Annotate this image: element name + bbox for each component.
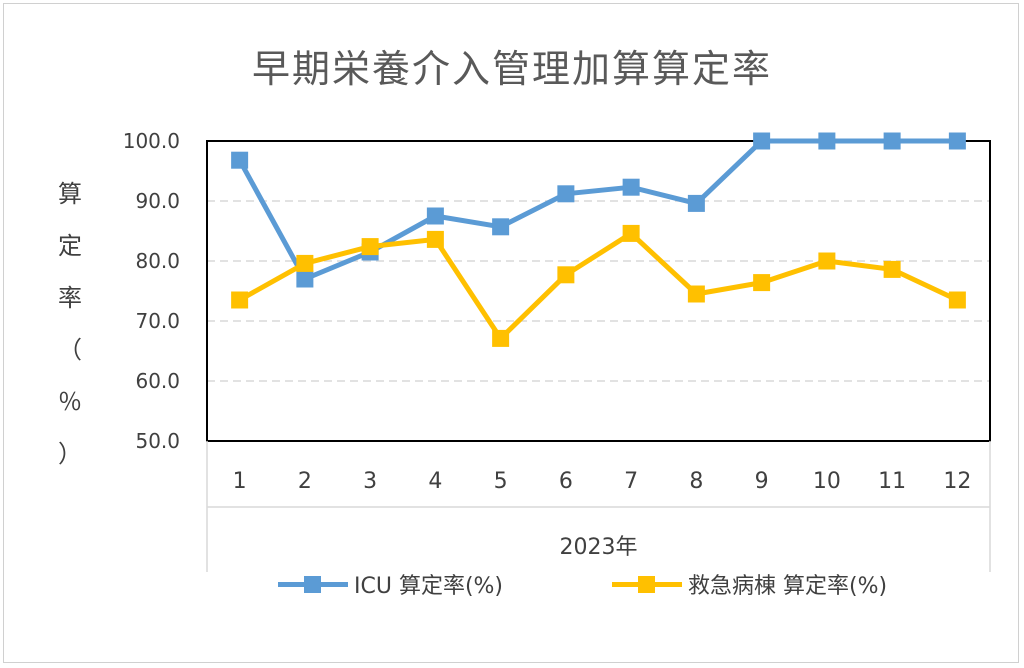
x-tick-label: 2 xyxy=(298,469,312,494)
legend-label-icu: ICU 算定率(%) xyxy=(354,574,504,599)
y-tick-label: 60.0 xyxy=(135,369,180,393)
data-point-icu xyxy=(687,194,705,212)
x-tick-label: 8 xyxy=(689,469,703,494)
x-tick-label: 10 xyxy=(813,469,841,494)
data-point-emergency xyxy=(818,252,836,270)
legend: ICU 算定率(%) 救急病棟 算定率(%) xyxy=(0,566,1024,602)
data-point-icu xyxy=(948,132,966,150)
x-tick-label: 12 xyxy=(943,469,971,494)
data-point-icu xyxy=(426,207,444,225)
y-tick-label: 50.0 xyxy=(135,429,180,453)
y-axis-label: 算定率（％） xyxy=(58,180,82,468)
plot-area xyxy=(206,140,991,442)
x-tick-label: 1 xyxy=(233,469,247,494)
x-tick-label: 7 xyxy=(624,469,638,494)
data-point-icu xyxy=(231,151,249,169)
legend-item-emergency: 救急病棟 算定率(%) xyxy=(612,566,887,602)
data-point-emergency xyxy=(231,291,249,309)
y-tick-label: 70.0 xyxy=(135,309,180,333)
data-point-emergency xyxy=(426,230,444,248)
legend-swatch-icu xyxy=(278,566,348,602)
x-tick-label: 11 xyxy=(878,469,906,494)
chart-frame xyxy=(3,3,1019,663)
data-point-emergency xyxy=(883,260,901,278)
data-point-icu xyxy=(622,178,640,196)
data-point-emergency xyxy=(687,285,705,303)
y-tick-label: 80.0 xyxy=(135,249,180,273)
data-point-icu xyxy=(818,132,836,150)
legend-swatch-emergency xyxy=(612,566,682,602)
data-point-icu xyxy=(296,270,314,288)
series-line-emergency xyxy=(238,230,959,341)
y-tick-label: 100.0 xyxy=(123,129,180,153)
x-tick-label: 3 xyxy=(363,469,377,494)
x-tick-label: 4 xyxy=(428,469,442,494)
data-point-icu xyxy=(557,185,575,203)
data-point-emergency xyxy=(622,224,640,242)
data-point-icu xyxy=(753,132,771,150)
data-point-emergency xyxy=(492,329,510,347)
x-tick-label: 5 xyxy=(494,469,508,494)
legend-item-icu: ICU 算定率(%) xyxy=(278,566,503,602)
data-point-icu xyxy=(883,132,901,150)
data-point-emergency xyxy=(753,274,771,292)
x-axis-title: 2023年 xyxy=(560,535,638,560)
chart-title: 早期栄養介入管理加算算定率 xyxy=(251,47,772,91)
data-point-emergency xyxy=(296,254,314,272)
data-point-emergency xyxy=(948,291,966,309)
x-tick-label: 6 xyxy=(559,469,573,494)
y-tick-label: 90.0 xyxy=(135,189,180,213)
data-point-emergency xyxy=(557,266,575,284)
data-point-emergency xyxy=(361,238,379,256)
series-line-icu xyxy=(237,138,958,282)
legend-label-emergency: 救急病棟 算定率(%) xyxy=(688,574,888,599)
data-point-icu xyxy=(492,218,510,236)
x-tick-label: 9 xyxy=(755,469,769,494)
